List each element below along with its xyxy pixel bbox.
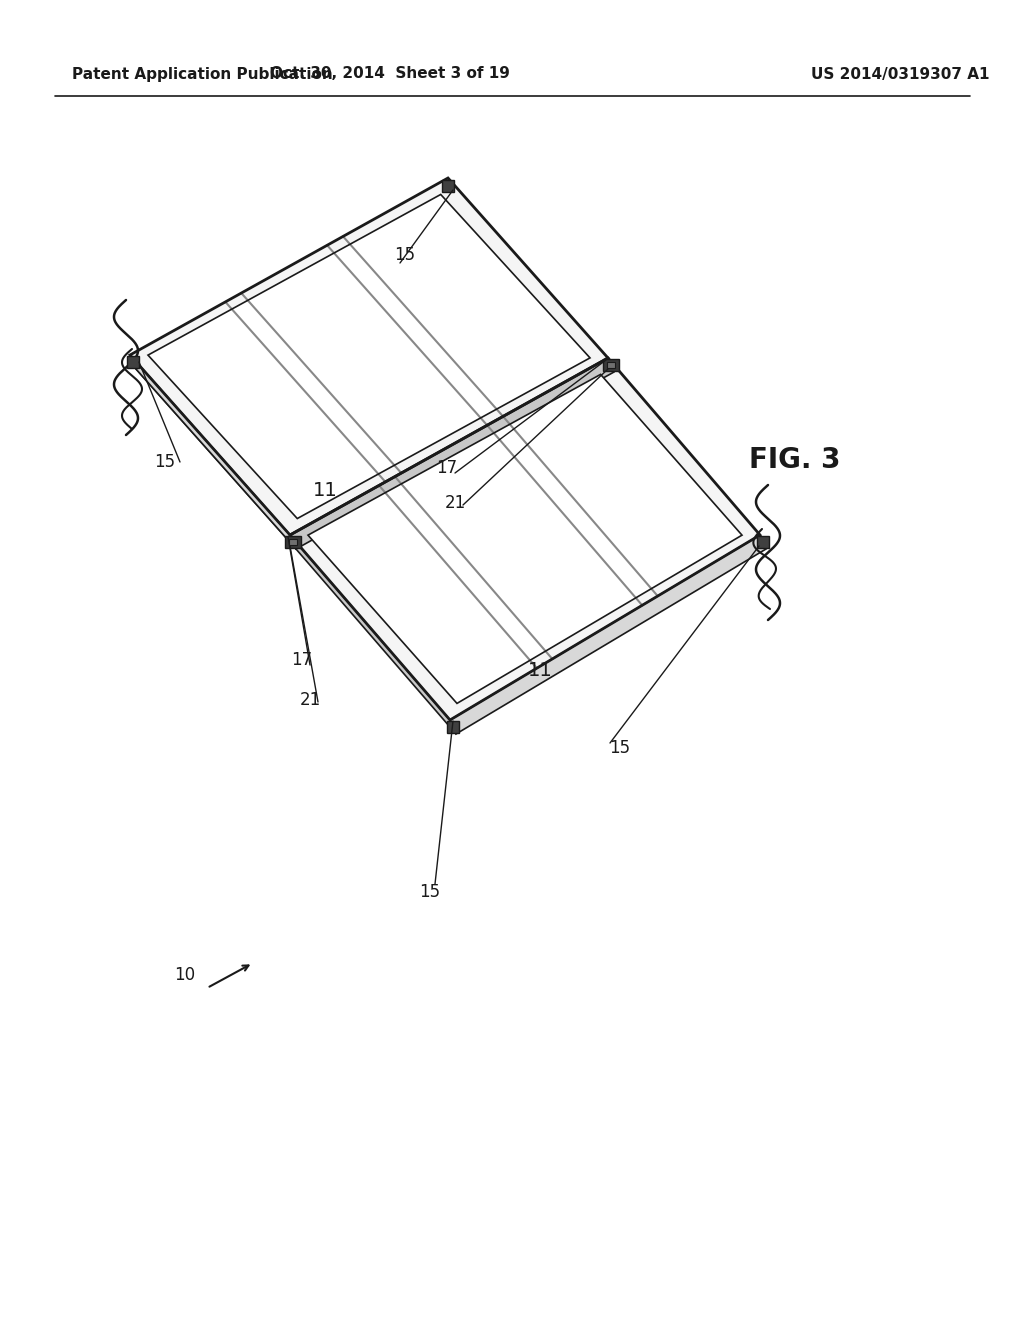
- Polygon shape: [285, 536, 301, 548]
- Polygon shape: [290, 539, 297, 545]
- Polygon shape: [290, 535, 456, 734]
- Polygon shape: [447, 721, 459, 733]
- Text: 15: 15: [420, 883, 440, 902]
- Polygon shape: [308, 375, 742, 704]
- Polygon shape: [130, 355, 296, 549]
- Text: Patent Application Publication: Patent Application Publication: [72, 66, 333, 82]
- Text: 21: 21: [299, 690, 321, 709]
- Text: 15: 15: [609, 739, 631, 756]
- Text: 17: 17: [292, 651, 312, 669]
- Text: US 2014/0319307 A1: US 2014/0319307 A1: [811, 66, 989, 82]
- Text: 10: 10: [174, 966, 196, 983]
- Polygon shape: [290, 358, 614, 549]
- Text: 15: 15: [155, 453, 175, 471]
- Polygon shape: [130, 178, 608, 535]
- Polygon shape: [607, 362, 614, 368]
- Text: Oct. 30, 2014  Sheet 3 of 19: Oct. 30, 2014 Sheet 3 of 19: [270, 66, 510, 82]
- Text: 11: 11: [527, 660, 552, 680]
- Polygon shape: [148, 194, 590, 519]
- Text: FIG. 3: FIG. 3: [750, 446, 841, 474]
- Text: 21: 21: [444, 494, 466, 512]
- Polygon shape: [130, 355, 296, 549]
- Polygon shape: [442, 180, 454, 191]
- Text: 11: 11: [312, 480, 337, 499]
- Polygon shape: [603, 359, 618, 371]
- Polygon shape: [757, 536, 769, 548]
- Polygon shape: [450, 535, 766, 734]
- Polygon shape: [290, 358, 760, 719]
- Polygon shape: [127, 356, 139, 368]
- Text: 17: 17: [436, 459, 458, 477]
- Text: 15: 15: [394, 246, 416, 264]
